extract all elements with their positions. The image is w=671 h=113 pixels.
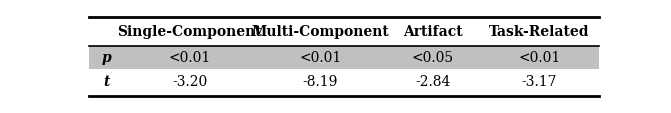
Text: <0.05: <0.05 (412, 51, 454, 65)
Text: -3.17: -3.17 (521, 74, 557, 88)
Text: Multi-Component: Multi-Component (252, 25, 389, 39)
Bar (89, 46, 599, 70)
Text: p: p (102, 51, 112, 65)
Text: <0.01: <0.01 (299, 51, 342, 65)
Text: t: t (103, 74, 110, 88)
Text: Single-Component: Single-Component (117, 25, 262, 39)
Text: Artifact: Artifact (403, 25, 462, 39)
Text: -3.20: -3.20 (172, 74, 207, 88)
Text: <0.01: <0.01 (518, 51, 560, 65)
Text: <0.01: <0.01 (168, 51, 211, 65)
Text: -2.84: -2.84 (415, 74, 450, 88)
Text: -8.19: -8.19 (303, 74, 338, 88)
Text: Task-Related: Task-Related (489, 25, 590, 39)
